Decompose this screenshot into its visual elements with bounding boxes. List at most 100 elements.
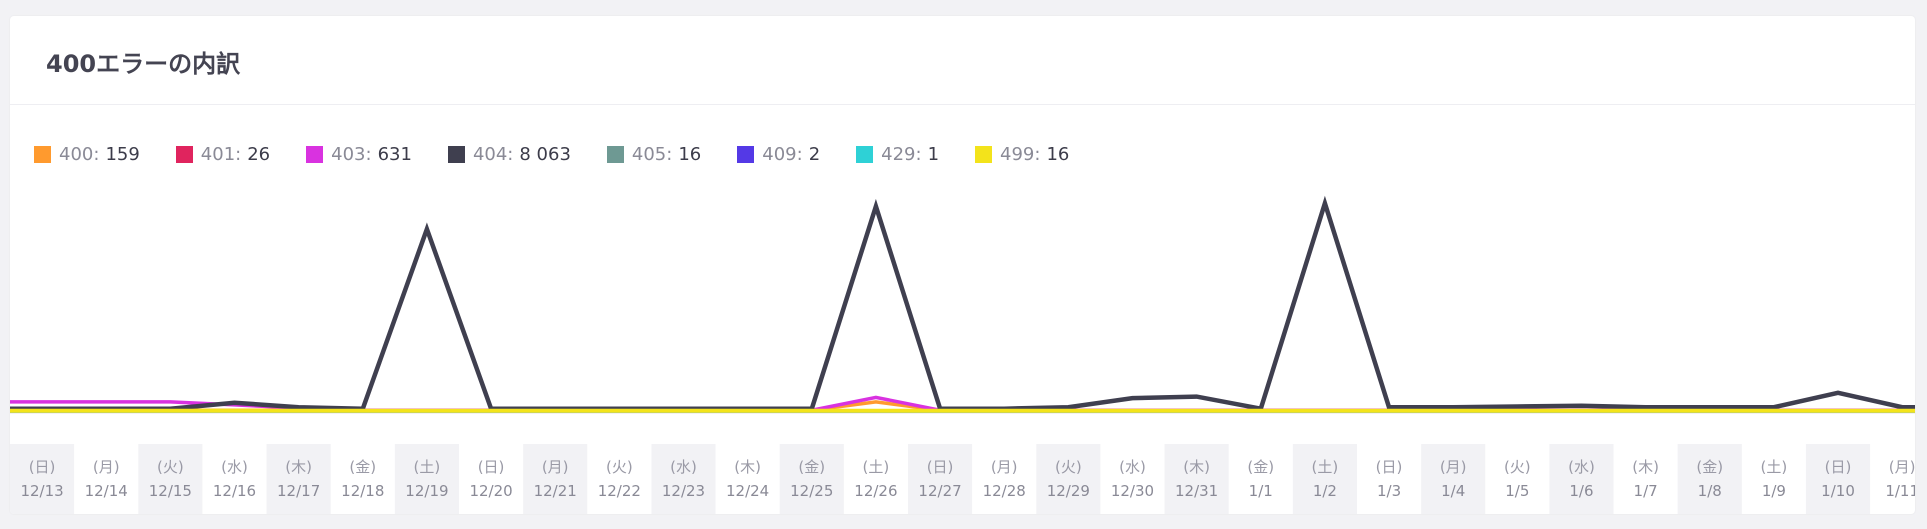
xtick-weekday: (金) xyxy=(1696,458,1723,476)
xaxis-shaded-column xyxy=(1164,444,1229,514)
legend-count: 16 xyxy=(678,144,702,165)
legend-swatch xyxy=(447,146,465,163)
xtick-weekday: (水) xyxy=(1119,458,1146,476)
line-chart: (日) 12/13 (月) 12/14 (火) 12/15 (水) 12/16 (木) 12/17… xyxy=(10,195,1915,514)
legend-swatch xyxy=(175,146,193,163)
xtick-weekday: (土) xyxy=(1312,458,1339,476)
xtick-weekday: (日) xyxy=(927,458,954,476)
xtick-weekday: (土) xyxy=(1761,458,1788,476)
xtick-weekday: (日) xyxy=(29,458,56,476)
card-header: 400エラーの内訳 xyxy=(10,16,1915,105)
xaxis-shaded-column xyxy=(1292,444,1357,514)
legend-code: 404 xyxy=(472,144,508,165)
legend-swatch xyxy=(34,146,51,163)
xtick-date: 12/13 xyxy=(20,482,63,500)
legend-item-401[interactable]: 401:26 xyxy=(175,144,271,165)
legend-swatch xyxy=(306,146,324,163)
xtick-date: 12/15 xyxy=(149,482,192,500)
xtick-weekday: (日) xyxy=(478,458,505,476)
xtick-date: 12/22 xyxy=(598,482,641,500)
xtick-date: 12/27 xyxy=(918,482,961,500)
legend-item-403[interactable]: 403:631 xyxy=(306,144,412,165)
legend-item-409[interactable]: 409:2 xyxy=(737,144,820,165)
card-title: 400エラーの内訳 xyxy=(46,50,241,78)
xaxis-shaded-column xyxy=(651,444,716,514)
xtick-date: 12/24 xyxy=(726,482,769,500)
xtick-date: 12/21 xyxy=(534,482,577,500)
xtick-weekday: (日) xyxy=(1376,458,1403,476)
xtick-weekday: (火) xyxy=(157,458,184,476)
legend-count: 26 xyxy=(247,144,271,165)
xtick-date: 12/14 xyxy=(85,482,128,500)
xtick-weekday: (木) xyxy=(734,458,761,476)
legend-swatch xyxy=(856,146,874,163)
xtick-weekday: (土) xyxy=(863,458,890,476)
legend-item-499[interactable]: 499:16 xyxy=(975,144,1069,165)
legend-count: 2 xyxy=(808,144,821,165)
xtick-date: 1/4 xyxy=(1441,482,1465,500)
legend-code: 499 xyxy=(1000,144,1035,165)
xtick-date: 1/8 xyxy=(1698,482,1722,500)
xtick-date: 1/3 xyxy=(1377,482,1401,500)
xtick-weekday: (月) xyxy=(93,458,120,476)
xtick-weekday: (月) xyxy=(1889,458,1915,476)
legend-count: 631 xyxy=(377,144,412,165)
xtick-date: 1/1 xyxy=(1249,482,1273,500)
xaxis-shaded-column xyxy=(907,444,973,514)
xtick-date: 12/16 xyxy=(213,482,256,500)
xtick-date: 1/5 xyxy=(1505,482,1529,500)
legend-code: 409 xyxy=(762,144,797,165)
xtick-weekday: (月) xyxy=(1440,458,1467,476)
xtick-date: 1/7 xyxy=(1634,482,1658,500)
xtick-date: 12/20 xyxy=(469,482,512,500)
xaxis-shaded-column xyxy=(10,444,75,514)
xtick-date: 12/23 xyxy=(662,482,705,500)
xtick-date: 1/2 xyxy=(1313,482,1337,500)
xaxis-shaded-column xyxy=(138,444,203,514)
legend-count: 1 xyxy=(927,144,940,165)
chart-card: 400エラーの内訳 400:159 401:26 403:631 404:8 063 4… xyxy=(10,16,1915,514)
legend-count: 159 xyxy=(105,144,140,165)
series-line-404[interactable] xyxy=(10,195,1915,412)
xtick-date: 1/11 xyxy=(1885,482,1915,500)
xtick-date: 1/6 xyxy=(1569,482,1593,500)
xaxis-shaded-column xyxy=(1805,444,1871,514)
legend-swatch xyxy=(975,146,993,163)
xaxis-shaded-column xyxy=(1421,444,1486,514)
xtick-weekday: (水) xyxy=(670,458,697,476)
xtick-date: 12/31 xyxy=(1175,482,1218,500)
xtick-date: 12/18 xyxy=(341,482,384,500)
xtick-date: 12/25 xyxy=(790,482,833,500)
legend-item-429[interactable]: 429:1 xyxy=(856,144,939,165)
xtick-weekday: (火) xyxy=(1504,458,1531,476)
xtick-weekday: (木) xyxy=(285,458,312,476)
xtick-date: 1/10 xyxy=(1821,482,1855,500)
xtick-weekday: (金) xyxy=(349,458,376,476)
legend-count: 8 063 xyxy=(519,144,571,165)
xtick-weekday: (火) xyxy=(1055,458,1082,476)
xtick-weekday: (金) xyxy=(1247,458,1274,476)
legend-code: 400 xyxy=(59,144,94,165)
xtick-weekday: (土) xyxy=(414,458,441,476)
xaxis-shaded-column xyxy=(779,444,844,514)
legend-count: 16 xyxy=(1046,144,1070,165)
legend-code: 405 xyxy=(631,144,667,165)
xtick-date: 12/17 xyxy=(277,482,320,500)
legend-item-400[interactable]: 400:159 xyxy=(34,144,140,165)
xtick-weekday: (月) xyxy=(542,458,569,476)
xtick-weekday: (水) xyxy=(1568,458,1595,476)
xtick-weekday: (火) xyxy=(606,458,633,476)
xaxis-shaded-column xyxy=(1036,444,1101,514)
xtick-weekday: (木) xyxy=(1183,458,1210,476)
xtick-date: 12/26 xyxy=(854,482,897,500)
xtick-date: 12/29 xyxy=(1047,482,1090,500)
xtick-date: 12/30 xyxy=(1111,482,1154,500)
legend-item-404[interactable]: 404:8 063 xyxy=(447,144,571,165)
legend-code: 403 xyxy=(331,144,366,165)
xtick-weekday: (日) xyxy=(1825,458,1852,476)
xaxis-shaded-column xyxy=(394,444,459,514)
legend-item-405[interactable]: 405:16 xyxy=(606,144,702,165)
legend-swatch xyxy=(737,146,755,163)
xtick-weekday: (木) xyxy=(1632,458,1659,476)
legend-code: 429 xyxy=(881,144,916,165)
